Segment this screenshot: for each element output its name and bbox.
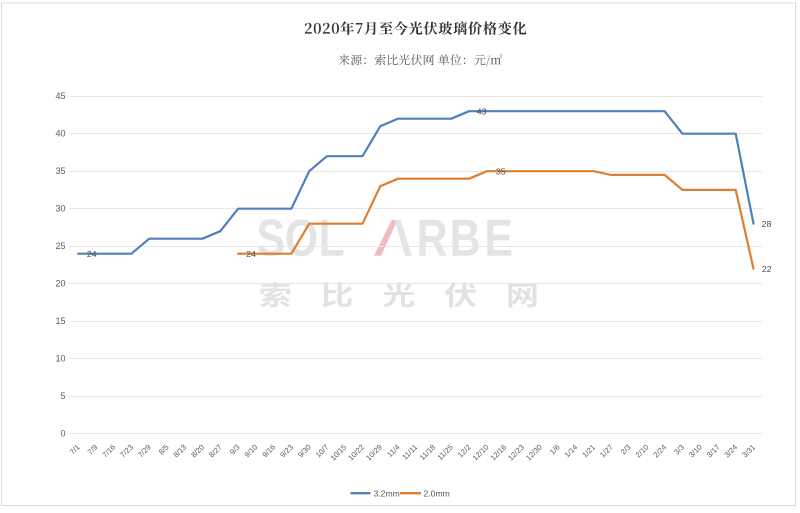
svg-text:30: 30 (55, 204, 65, 214)
svg-text:24: 24 (246, 249, 256, 259)
svg-text:40: 40 (55, 129, 65, 139)
svg-text:10: 10 (55, 354, 65, 364)
svg-text:28: 28 (762, 219, 772, 229)
svg-text:25: 25 (55, 241, 65, 251)
svg-text:45: 45 (55, 91, 65, 101)
svg-text:3.2mm: 3.2mm (374, 488, 400, 498)
svg-text:15: 15 (55, 316, 65, 326)
svg-text:43: 43 (477, 106, 487, 116)
svg-text:24: 24 (87, 249, 97, 259)
svg-text:20: 20 (55, 279, 65, 289)
svg-text:22: 22 (762, 264, 772, 274)
svg-text:2.0mm: 2.0mm (424, 488, 450, 498)
svg-text:35: 35 (496, 166, 506, 176)
svg-text:5: 5 (60, 391, 65, 401)
svg-text:35: 35 (55, 166, 65, 176)
svg-text:0: 0 (60, 429, 65, 439)
